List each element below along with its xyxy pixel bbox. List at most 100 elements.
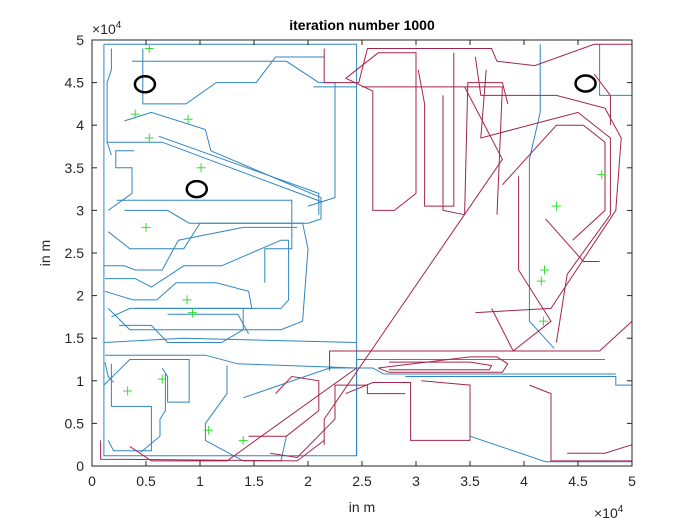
blue-path-4 bbox=[142, 48, 325, 105]
red-path-42 bbox=[480, 69, 611, 343]
y-axis: 0 0.5 1 1.5 2 2.5 3 3.5 4 4.5 5 bbox=[65, 32, 632, 474]
y-tick-label-0: 0 bbox=[76, 458, 84, 474]
blue-path-8 bbox=[158, 135, 320, 215]
blue-path-18 bbox=[103, 359, 190, 403]
green-plus-marker-2 bbox=[130, 109, 140, 119]
red-path-33 bbox=[270, 384, 406, 459]
blue-path-9 bbox=[116, 199, 293, 283]
green-plus-marker-5 bbox=[141, 222, 151, 232]
x-tick-label-8: 4 bbox=[520, 473, 528, 489]
black-circle-marker-0 bbox=[133, 75, 157, 94]
red-path-29 bbox=[323, 43, 633, 462]
y-tick-label-1: 0.5 bbox=[65, 415, 85, 431]
blue-path-1 bbox=[103, 44, 358, 457]
x-tick-label-4: 2 bbox=[304, 473, 312, 489]
marker-layer bbox=[123, 44, 607, 445]
x-multiplier-base: ×10 bbox=[594, 505, 618, 521]
red-path-31 bbox=[129, 367, 357, 462]
blue-path-15 bbox=[119, 308, 244, 343]
blue-path-13 bbox=[104, 282, 253, 318]
y-tick-label-7: 3.5 bbox=[65, 160, 85, 176]
y-tick-label-6: 3 bbox=[76, 202, 84, 218]
red-path-45 bbox=[323, 86, 503, 445]
green-plus-marker-8 bbox=[157, 374, 167, 384]
red-path-36 bbox=[389, 361, 493, 371]
green-plus-marker-1 bbox=[144, 133, 154, 143]
green-plus-marker-9 bbox=[123, 386, 133, 396]
blue-path-25 bbox=[405, 376, 632, 386]
x-tick-label-5: 2.5 bbox=[352, 473, 372, 489]
x-multiplier-exponent: 4 bbox=[618, 504, 624, 515]
red-path-30 bbox=[100, 440, 325, 462]
y-multiplier-exponent: 4 bbox=[116, 20, 122, 31]
x-tick-label-3: 1.5 bbox=[244, 473, 264, 489]
red-path-47 bbox=[545, 218, 600, 262]
blue-path-16 bbox=[103, 337, 357, 343]
green-plus-marker-13 bbox=[551, 201, 561, 211]
path-series-layer bbox=[100, 43, 633, 463]
x-tick-label-10: 5 bbox=[628, 473, 636, 489]
blue-path-19 bbox=[107, 363, 152, 452]
red-path-38 bbox=[345, 52, 417, 211]
red-path-32 bbox=[248, 375, 320, 437]
red-path-49 bbox=[567, 444, 633, 454]
red-path-43 bbox=[502, 124, 606, 241]
green-plus-marker-4 bbox=[196, 163, 206, 173]
x-axis: 0 0.5 1 1.5 2 2.5 3 3.5 4 4.5 5 bbox=[88, 40, 636, 489]
red-path-39 bbox=[417, 52, 455, 207]
blue-path-12 bbox=[105, 239, 290, 309]
circle-layer bbox=[133, 74, 597, 199]
green-plus-marker-14 bbox=[540, 265, 550, 275]
blue-path-14 bbox=[167, 313, 250, 335]
green-plus-marker-15 bbox=[536, 276, 546, 286]
y-multiplier-base: ×10 bbox=[92, 21, 116, 37]
x-tick-label-7: 3.5 bbox=[460, 473, 480, 489]
x-tick-label-1: 0.5 bbox=[136, 473, 156, 489]
green-plus-marker-16 bbox=[538, 316, 548, 326]
y-tick-label-4: 2 bbox=[76, 288, 84, 304]
x-axis-label: in m bbox=[349, 499, 375, 515]
y-axis-label: in m bbox=[37, 240, 53, 266]
blue-path-24 bbox=[356, 359, 605, 456]
green-plus-marker-7 bbox=[187, 308, 197, 318]
y-tick-label-10: 5 bbox=[76, 32, 84, 48]
black-circle-marker-1 bbox=[185, 179, 209, 199]
red-path-48 bbox=[593, 73, 611, 126]
red-path-46 bbox=[362, 86, 503, 215]
red-path-37 bbox=[345, 380, 471, 441]
blue-path-5 bbox=[124, 111, 322, 224]
blue-path-10 bbox=[107, 222, 309, 331]
x-tick-label-6: 3 bbox=[412, 473, 420, 489]
red-path-34 bbox=[329, 320, 633, 371]
y-tick-label-9: 4.5 bbox=[65, 75, 85, 91]
green-plus-marker-10 bbox=[204, 425, 214, 435]
x-tick-label-2: 1 bbox=[196, 473, 204, 489]
blue-path-28 bbox=[528, 44, 555, 349]
y-tick-label-2: 1 bbox=[76, 373, 84, 389]
x-tick-label-0: 0 bbox=[88, 473, 96, 489]
x-tick-label-9: 4.5 bbox=[568, 473, 588, 489]
green-plus-marker-3 bbox=[183, 114, 193, 124]
y-tick-label-8: 4 bbox=[76, 117, 84, 133]
blue-path-11 bbox=[103, 226, 298, 271]
y-tick-label-5: 2.5 bbox=[65, 245, 85, 261]
y-axis-multiplier: ×104 bbox=[92, 20, 122, 37]
red-path-40 bbox=[442, 82, 509, 216]
blue-path-7 bbox=[107, 141, 323, 203]
blue-path-26 bbox=[469, 435, 632, 463]
red-path-35 bbox=[378, 356, 509, 373]
blue-path-20 bbox=[104, 361, 114, 383]
green-plus-marker-0 bbox=[144, 44, 154, 54]
green-plus-marker-11 bbox=[238, 435, 248, 445]
blue-path-27 bbox=[599, 44, 632, 96]
blue-path-6 bbox=[107, 150, 135, 211]
chart-title: iteration number 1000 bbox=[289, 17, 435, 33]
plot-area bbox=[100, 43, 633, 463]
y-tick-label-3: 1.5 bbox=[65, 330, 85, 346]
black-circle-marker-2 bbox=[574, 74, 597, 93]
blue-path-2 bbox=[106, 48, 112, 156]
green-plus-marker-6 bbox=[182, 295, 192, 305]
blue-path-17 bbox=[105, 354, 357, 369]
